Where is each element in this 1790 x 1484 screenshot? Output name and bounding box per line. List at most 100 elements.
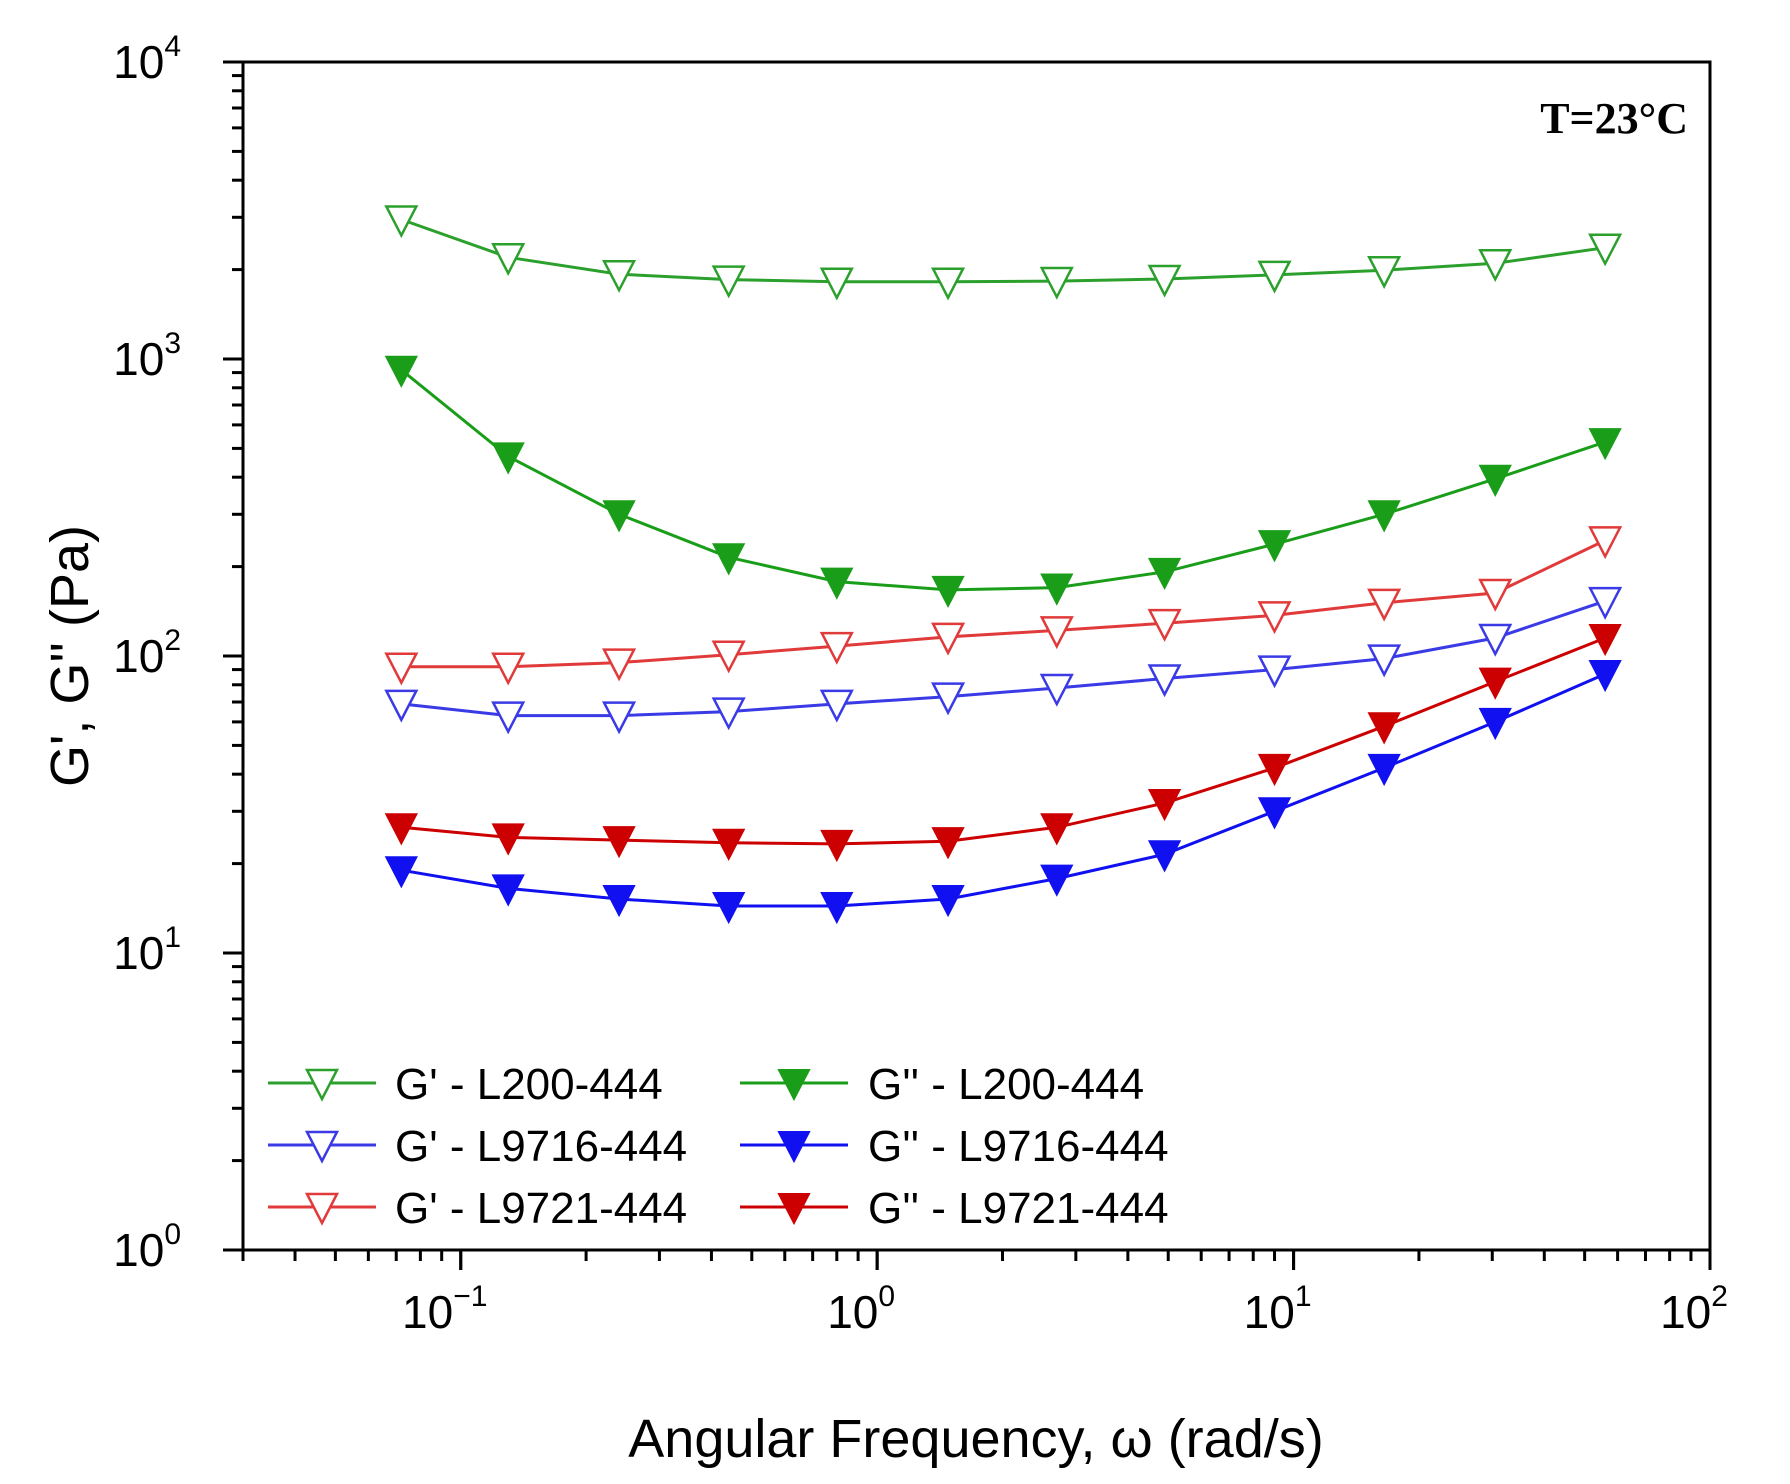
data-point	[1257, 260, 1292, 294]
data-point	[1588, 586, 1623, 620]
legend-label: G' - L200-444	[395, 1060, 663, 1109]
data-point	[1588, 659, 1622, 693]
x-axis-label: Angular Frequency, ω (rad/s)	[628, 1409, 1323, 1469]
data-point	[1367, 712, 1401, 745]
data-point	[711, 265, 746, 299]
y-tick-label: 100	[113, 1218, 181, 1276]
legend-item: G' - L9716-444	[268, 1122, 687, 1171]
data-point	[1147, 557, 1182, 591]
legend-swatch-marker	[304, 1192, 340, 1226]
data-point	[1039, 266, 1074, 300]
data-point	[820, 829, 854, 863]
data-point	[931, 622, 966, 656]
x-tick-label: 100	[827, 1280, 895, 1338]
legend-swatch-marker	[304, 1130, 340, 1164]
data-point	[1588, 623, 1622, 657]
series-1	[384, 205, 1623, 301]
data-point	[1478, 707, 1512, 741]
legend-label: G'' - L9721-444	[868, 1184, 1169, 1233]
series-4	[384, 659, 1622, 925]
series-6	[384, 623, 1622, 863]
data-point	[1257, 753, 1292, 787]
data-point	[1040, 813, 1074, 846]
series-line	[400, 368, 1606, 592]
legend-swatch-marker	[777, 1131, 811, 1164]
data-point	[820, 891, 854, 925]
legend-swatch-marker	[777, 1069, 811, 1102]
legend-item: G' - L200-444	[268, 1060, 663, 1109]
y-tick-label: 101	[113, 921, 181, 979]
data-point	[1257, 601, 1292, 635]
series-line	[401, 539, 1606, 669]
series-3	[384, 586, 1623, 735]
x-axis-ticks: 10−1 100 101 102	[241, 1250, 1728, 1338]
x-tick-label: 102	[1660, 1280, 1728, 1338]
data-point	[384, 689, 419, 723]
y-axis-ticks: 100 101 102 103 104	[113, 30, 243, 1276]
data-point	[602, 259, 637, 293]
data-point	[384, 355, 418, 388]
data-point	[491, 243, 526, 277]
data-point	[712, 828, 746, 861]
legend: G' - L200-444 G'' - L200-444 G' - L9716-44…	[268, 1060, 1169, 1233]
data-point	[1257, 655, 1292, 689]
legend-item: G'' - L200-444	[740, 1060, 1144, 1109]
data-point	[1039, 673, 1074, 707]
data-point	[1257, 530, 1292, 563]
series-5	[384, 526, 1623, 686]
data-point	[602, 648, 637, 682]
data-point	[712, 891, 746, 925]
data-point	[931, 575, 965, 609]
data-point	[931, 827, 965, 860]
data-point	[384, 205, 419, 239]
data-point	[1478, 249, 1513, 283]
x-tick-label: 101	[1244, 1280, 1312, 1338]
series-line	[401, 636, 1606, 846]
legend-swatch-marker	[777, 1193, 811, 1226]
series-line	[401, 672, 1606, 908]
legend-item: G'' - L9721-444	[740, 1184, 1169, 1233]
data-point	[931, 682, 966, 716]
data-point	[491, 874, 525, 907]
y-tick-label: 104	[113, 30, 181, 88]
legend-swatch-marker	[304, 1068, 340, 1102]
y-tick-label: 103	[113, 327, 181, 385]
data-point	[384, 652, 419, 686]
data-point	[711, 640, 746, 674]
data-point	[1147, 608, 1182, 642]
data-point	[1588, 233, 1623, 267]
data-point	[1257, 797, 1292, 830]
series-line	[401, 599, 1606, 718]
data-point	[711, 697, 746, 731]
data-point	[602, 500, 636, 533]
data-point	[819, 631, 854, 665]
series-2	[384, 355, 1622, 609]
legend-item: G'' - L9716-444	[740, 1122, 1169, 1171]
temperature-annotation: T=23°C	[1540, 94, 1688, 143]
x-tick-label: 10−1	[402, 1280, 487, 1338]
data-point	[931, 884, 965, 918]
legend-label: G'' - L9716-444	[868, 1122, 1169, 1171]
data-point	[1478, 464, 1512, 497]
data-point	[931, 267, 966, 301]
data-point	[491, 652, 526, 686]
data-point	[491, 701, 526, 735]
legend-label: G'' - L200-444	[868, 1060, 1144, 1109]
data-point	[820, 567, 854, 600]
legend-label: G' - L9721-444	[395, 1184, 687, 1233]
y-tick-label: 102	[113, 624, 181, 682]
data-point	[1147, 664, 1182, 698]
data-point	[1478, 667, 1512, 700]
data-point	[819, 689, 854, 723]
data-point	[491, 442, 525, 475]
data-point	[602, 884, 636, 918]
data-point	[602, 826, 636, 859]
data-point	[1367, 255, 1402, 289]
data-point	[1478, 623, 1513, 657]
data-point	[384, 813, 418, 846]
data-point	[384, 856, 418, 889]
data-point	[1367, 500, 1401, 533]
legend-item: G' - L9721-444	[268, 1184, 687, 1233]
data-point	[1367, 644, 1402, 678]
